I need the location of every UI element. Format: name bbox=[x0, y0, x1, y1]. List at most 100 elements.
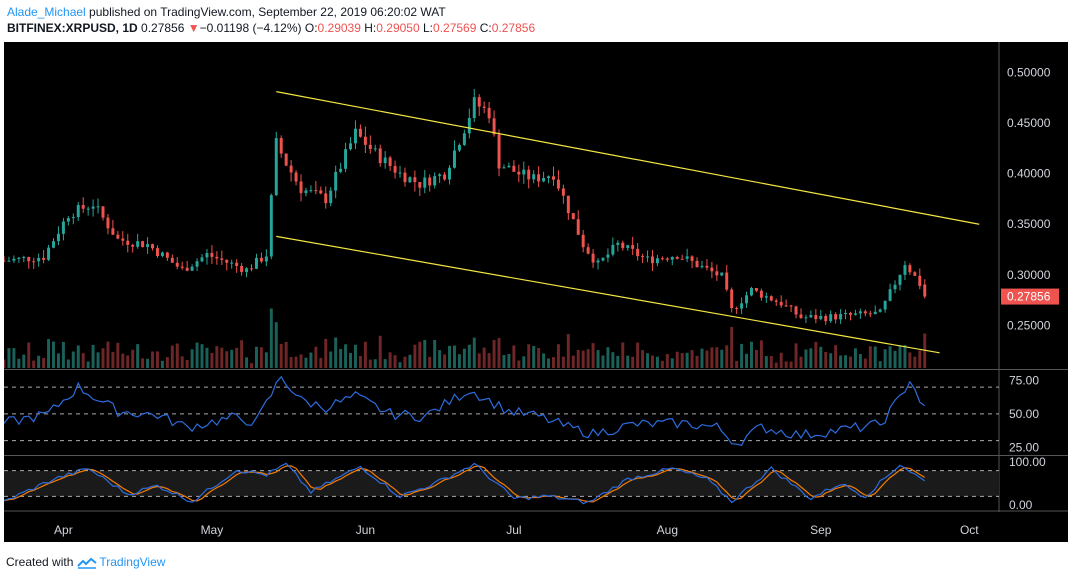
volume-bar bbox=[81, 353, 85, 368]
volume-bar bbox=[710, 347, 714, 368]
candle-body bbox=[655, 258, 659, 264]
candle-body bbox=[116, 234, 120, 239]
channel-upper-line bbox=[276, 91, 980, 225]
volume-bar bbox=[863, 358, 867, 368]
candle-body bbox=[398, 172, 402, 174]
candle-body bbox=[76, 205, 80, 218]
volume-bar bbox=[334, 337, 338, 368]
volume-bar bbox=[888, 346, 892, 368]
high-value: 0.29050 bbox=[376, 21, 420, 35]
tradingview-brand[interactable]: TradingView bbox=[99, 555, 166, 569]
volume-bar bbox=[794, 343, 798, 368]
volume-bar bbox=[66, 359, 70, 368]
candle-body bbox=[71, 217, 75, 219]
candle-body bbox=[339, 168, 343, 172]
candle-body bbox=[101, 206, 105, 218]
candle-body bbox=[185, 267, 189, 271]
volume-bar bbox=[542, 353, 546, 368]
volume-bar bbox=[596, 350, 600, 368]
candle-body bbox=[725, 272, 729, 290]
volume-bar bbox=[151, 351, 154, 368]
volume-bar bbox=[12, 348, 16, 368]
candle-body bbox=[289, 165, 293, 173]
volume-bar bbox=[551, 357, 555, 368]
candle-body bbox=[646, 256, 650, 258]
volume-bar bbox=[314, 346, 318, 368]
time-tick-label: Apr bbox=[54, 523, 73, 537]
volume-bar bbox=[636, 342, 640, 368]
candle-body bbox=[324, 193, 328, 204]
volume-bar bbox=[274, 322, 278, 368]
low-label: L: bbox=[423, 21, 434, 35]
volume-bar bbox=[383, 359, 387, 368]
volume-bar bbox=[2, 359, 6, 368]
volume-bar bbox=[799, 356, 803, 368]
candle-body bbox=[215, 256, 219, 259]
candle-body bbox=[388, 157, 392, 166]
volume-bar bbox=[269, 308, 273, 368]
author-link[interactable]: Alade_Michael bbox=[7, 5, 86, 19]
volume-bar bbox=[487, 353, 491, 368]
volume-bar bbox=[918, 350, 922, 368]
volume-bar bbox=[561, 356, 565, 368]
volume-bar bbox=[373, 359, 377, 368]
candle-body bbox=[393, 165, 397, 173]
volume-bar bbox=[393, 355, 397, 368]
rsi-line bbox=[3, 375, 926, 446]
candle-body bbox=[611, 244, 615, 255]
candle-body bbox=[22, 257, 26, 259]
rsi-tick-label: 25.00 bbox=[1009, 440, 1039, 454]
time-tick-label: Jun bbox=[356, 523, 375, 537]
candle-body bbox=[759, 290, 763, 298]
volume-bar bbox=[893, 350, 897, 368]
candle-body bbox=[96, 206, 100, 208]
stoch-tick-label: 100.00 bbox=[1009, 455, 1046, 469]
tradingview-logo-icon bbox=[77, 557, 97, 569]
volume-bar bbox=[849, 356, 852, 368]
volume-bar bbox=[750, 341, 753, 368]
volume-bar bbox=[220, 347, 224, 368]
candle-body bbox=[898, 274, 902, 285]
candle-body bbox=[829, 314, 833, 322]
volume-bar bbox=[611, 352, 615, 368]
volume-bar bbox=[537, 348, 541, 368]
rsi-tick-label: 75.00 bbox=[1009, 373, 1039, 387]
volume-bar bbox=[284, 341, 288, 368]
chart-svg[interactable]: 0.25000 0.30000 0.35000 0.40000 0.45000 0.500… bbox=[2, 42, 1068, 542]
candle-body bbox=[675, 257, 679, 259]
volume-bar bbox=[665, 354, 669, 368]
volume-bar bbox=[17, 358, 21, 368]
down-arrow-icon: ▼ bbox=[187, 21, 200, 35]
volume-bar bbox=[190, 349, 194, 368]
volume-bar bbox=[294, 356, 298, 368]
candle-body bbox=[210, 253, 214, 257]
candle-body bbox=[482, 106, 486, 108]
chart-area[interactable]: 0.25000 0.30000 0.35000 0.40000 0.45000 0.500… bbox=[2, 42, 1068, 542]
candle-body bbox=[42, 257, 46, 260]
candle-body bbox=[27, 257, 31, 262]
candle-body bbox=[487, 107, 491, 119]
volume-bar bbox=[735, 360, 739, 368]
candle-body bbox=[606, 254, 610, 258]
volume-bar bbox=[730, 326, 734, 368]
candle-body bbox=[824, 315, 828, 322]
time-tick-label: May bbox=[201, 523, 224, 537]
volume-bar bbox=[344, 344, 348, 368]
candle-body bbox=[269, 195, 273, 257]
candle-body bbox=[868, 313, 872, 315]
volume-bar bbox=[304, 357, 308, 368]
candle-body bbox=[438, 174, 442, 177]
candle-body bbox=[190, 266, 194, 271]
candle-body bbox=[126, 240, 130, 245]
open-value: 0.29039 bbox=[317, 21, 361, 35]
candle-body bbox=[750, 288, 753, 296]
volume-bar bbox=[299, 354, 303, 368]
candle-body bbox=[284, 153, 288, 166]
candle-body bbox=[863, 311, 867, 314]
candle-body bbox=[91, 206, 95, 209]
volume-bar bbox=[155, 351, 159, 368]
volume-bar bbox=[759, 340, 763, 368]
volume-bar bbox=[7, 348, 11, 368]
volume-bar bbox=[200, 344, 204, 368]
candle-body bbox=[373, 148, 377, 150]
